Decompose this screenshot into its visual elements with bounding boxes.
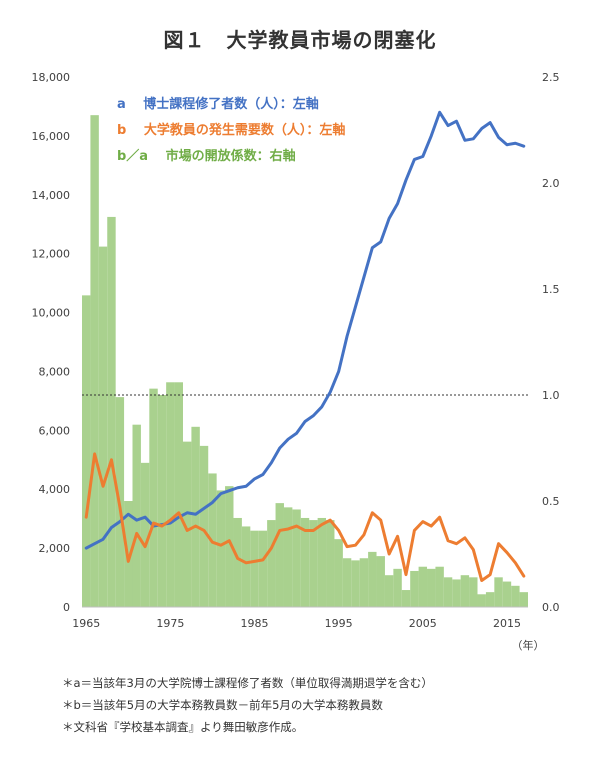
ratio-bar-1965 xyxy=(82,295,91,607)
x-tick-label: 1975 xyxy=(156,617,184,630)
y-left-tick-label: 14,000 xyxy=(32,189,71,202)
ratio-bar-1981 xyxy=(216,490,226,607)
legend: a 博士課程修了者数（人）：左軸 b 大学教員の発生需要数（人）：左軸 b／a 市場… xyxy=(117,96,345,164)
series-lines xyxy=(84,110,526,582)
ratio-bar-2012 xyxy=(477,594,486,607)
y-right-tick-label: 0.5 xyxy=(542,495,560,508)
legend-entry-ratio: b／a 市場の開放係数：右軸 xyxy=(117,148,296,164)
footnotes: ＊a＝当該年3月の大学院博士課程修了者数（単位取得満期退学を含む） ＊b＝当該年… xyxy=(62,672,433,738)
y-left-tick-label: 8,000 xyxy=(39,365,71,378)
ratio-bar-1992 xyxy=(309,520,318,607)
y-left-tick-label: 6,000 xyxy=(39,424,71,437)
ratio-bar-1985 xyxy=(250,530,259,607)
ratio-bar-1998 xyxy=(359,558,369,607)
ratio-bar-2001 xyxy=(384,575,394,607)
ratio-bar-2003 xyxy=(401,590,411,607)
ratio-bar-1973 xyxy=(149,388,158,607)
ratio-bar-2002 xyxy=(393,568,402,607)
y-left-tick-label: 4,000 xyxy=(39,483,71,496)
ratio-bar-1994 xyxy=(326,520,335,607)
chart-title: 図１ 大学教員市場の閉塞化 xyxy=(163,28,437,52)
ratio-bar-1987 xyxy=(267,520,276,607)
ratio-bar-1997 xyxy=(351,560,360,607)
ratio-bar-1967 xyxy=(98,246,108,607)
axes: 0 2,000 4,000 6,000 8,000 10,000 12,000 14,000 1… xyxy=(32,71,560,652)
ratio-bar-2017 xyxy=(519,592,528,607)
x-tick-label: 2005 xyxy=(409,617,437,630)
x-tick-label: 2015 xyxy=(493,617,521,630)
y-left-tick-label: 0 xyxy=(63,601,70,614)
ratio-bar-1976 xyxy=(174,382,183,607)
ratio-bar-1996 xyxy=(342,558,352,607)
ratio-bar-1974 xyxy=(157,395,167,607)
ratio-bar-1988 xyxy=(275,503,284,607)
x-tick-label: 1965 xyxy=(72,617,100,630)
ratio-bar-1990 xyxy=(292,509,301,607)
ratio-bar-2011 xyxy=(469,577,478,607)
ratio-bar-2013 xyxy=(485,592,495,607)
ratio-bar-1972 xyxy=(140,462,150,607)
ratio-bar-1991 xyxy=(300,517,310,607)
y-right-tick-label: 2.0 xyxy=(542,177,560,190)
ratio-bar-1977 xyxy=(182,441,192,607)
ratio-bar-1978 xyxy=(191,426,200,607)
ratio-bar-1975 xyxy=(166,382,175,607)
legend-entry-b: b 大学教員の発生需要数（人）：左軸 xyxy=(117,122,345,138)
ratio-bar-1983 xyxy=(233,517,242,607)
x-tick-label: 1995 xyxy=(325,617,353,630)
ratio-bar-2007 xyxy=(435,566,444,607)
legend-entry-a: a 博士課程修了者数（人）：左軸 xyxy=(117,96,319,112)
y-left-tick-label: 18,000 xyxy=(32,71,71,84)
y-right-tick-label: 1.0 xyxy=(542,389,560,402)
ratio-bar-1979 xyxy=(199,445,209,607)
ratio-bar-2016 xyxy=(511,585,520,607)
ratio-bar-1971 xyxy=(132,424,141,607)
ratio-bar-1989 xyxy=(283,507,293,607)
ratio-bar-2008 xyxy=(443,577,453,607)
y-left-tick-label: 10,000 xyxy=(32,307,71,320)
ratio-bar-2010 xyxy=(460,575,470,607)
footnote-b: ＊b＝当該年5月の大学本務教員数－前年5月の大学本務教員数 xyxy=(62,698,383,712)
y-right-tick-label: 1.5 xyxy=(542,283,560,296)
ratio-bar-1999 xyxy=(368,551,377,607)
ratio-bar-2006 xyxy=(427,568,436,607)
ratio-bar-1982 xyxy=(225,486,234,607)
ratio-bar-1966 xyxy=(90,115,99,607)
y-left-tick-label: 2,000 xyxy=(39,542,71,555)
y-right-tick-label: 2.5 xyxy=(542,71,560,84)
footnote-a: ＊a＝当該年3月の大学院博士課程修了者数（単位取得満期退学を含む） xyxy=(62,676,433,690)
ratio-bar-2005 xyxy=(418,566,428,607)
ratio-bar-1995 xyxy=(334,539,343,607)
ratio-bar-2014 xyxy=(494,577,503,607)
ratio-bar-2000 xyxy=(376,556,385,607)
footnote-source: ＊文科省『学校基本調査』より舞田敏彦作成。 xyxy=(62,720,304,734)
ratio-bar-1968 xyxy=(107,216,116,608)
x-tick-label: 1985 xyxy=(241,617,269,630)
ratio-bar-2009 xyxy=(452,579,461,607)
ratio-bar-1984 xyxy=(241,526,251,607)
ratio-bar-2015 xyxy=(502,581,512,607)
ratio-bar-2004 xyxy=(410,570,419,607)
ratio-bar-1986 xyxy=(258,530,268,607)
y-left-tick-label: 12,000 xyxy=(32,248,71,261)
ratio-bar-1993 xyxy=(317,517,327,607)
series-line-b xyxy=(84,452,526,582)
x-axis-unit: （年） xyxy=(512,638,545,652)
chart-canvas: 0 2,000 4,000 6,000 8,000 10,000 12,000 14,000 1… xyxy=(32,71,560,652)
y-right-tick-label: 0.0 xyxy=(542,601,560,614)
y-left-tick-label: 16,000 xyxy=(32,130,71,143)
